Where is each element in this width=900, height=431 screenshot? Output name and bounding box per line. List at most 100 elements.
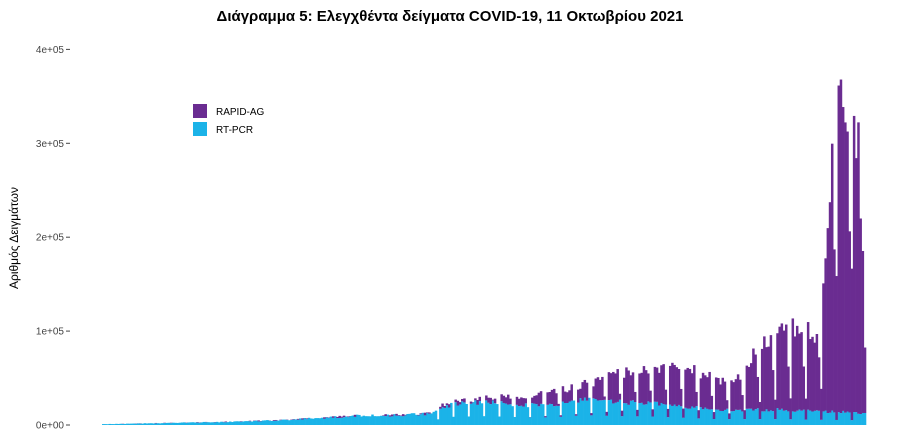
rt-pcr-bar [371,414,374,425]
rt-pcr-bar [248,421,252,425]
rapid-ag-bar [824,258,827,411]
rt-pcr-bar [649,402,652,425]
rt-pcr-bar [476,404,479,425]
rt-pcr-bar [445,405,449,425]
rapid-ag-bar [776,333,779,409]
rt-pcr-bar [493,403,497,425]
rt-pcr-bar [859,414,862,425]
rapid-ag-bar [458,402,462,405]
rapid-ag-bar [791,318,795,412]
legend-swatch-rapid-ag [193,104,207,118]
rt-pcr-bar [415,414,418,425]
rt-pcr-bar [320,417,324,425]
rapid-ag-bars [121,79,867,424]
rapid-ag-bar [732,382,735,412]
rt-pcr-bar [526,407,530,425]
rt-pcr-bar [196,422,199,425]
rt-pcr-bar [141,423,144,425]
rt-pcr-bar [474,400,477,425]
rapid-ag-bar [743,410,746,420]
rt-pcr-bar [633,402,637,425]
rapid-ag-bar [734,379,738,410]
rt-pcr-bar [725,408,729,425]
rt-pcr-bar [826,412,830,425]
rt-pcr-bar [117,423,120,425]
rt-pcr-bar [143,423,147,425]
rapid-ag-bar [605,411,608,416]
rt-pcr-bar [511,406,514,425]
rt-pcr-bar [623,403,626,425]
rapid-ag-bar [404,414,407,416]
rt-pcr-bar [719,410,722,425]
rt-pcr-bar [104,424,107,425]
rt-pcr-bar [277,420,280,425]
rt-pcr-bar [137,423,140,425]
y-tick-label: 4e+05 [36,45,65,56]
rapid-ag-bar [697,410,700,419]
rt-pcr-bar [513,416,517,425]
rapid-ag-bar [502,395,506,403]
rapid-ag-bar [850,268,854,421]
rapid-ag-bar [272,420,276,421]
rapid-ag-bar [478,396,482,402]
rt-pcr-bar [272,420,276,425]
rt-pcr-bar [314,418,317,425]
rt-pcr-bar [852,412,856,425]
rt-pcr-bar [861,412,865,425]
rt-pcr-bar [614,402,617,425]
rapid-ag-bar [563,391,567,403]
rapid-ag-bar [550,389,554,405]
rt-pcr-bar [806,409,810,425]
rt-pcr-bar [776,408,779,425]
rapid-ag-bar [546,392,549,405]
rt-pcr-bar [607,400,611,425]
rt-pcr-bar [436,419,440,425]
rapid-ag-bar [342,415,346,418]
rapid-ag-bar [660,365,663,403]
rt-pcr-bar [401,416,405,425]
rt-pcr-bar [644,404,648,425]
rt-pcr-bar [813,410,816,425]
rt-pcr-bar [618,399,622,425]
rt-pcr-bar [747,408,751,425]
rapid-ag-bar [340,416,344,418]
rt-pcr-bar [566,402,569,425]
rapid-ag-bar [388,415,392,417]
rapid-ag-bar [612,371,615,404]
rt-pcr-bar [471,402,475,425]
rt-pcr-bar [358,414,361,425]
rapid-ag-bar [813,342,816,411]
rt-pcr-bar [329,416,333,425]
rt-pcr-bar [627,404,630,425]
rt-pcr-bar [257,421,260,425]
rt-pcr-bar [425,412,429,425]
rt-pcr-bar [156,423,160,425]
rapid-ag-bar [684,369,687,408]
rt-pcr-bar [360,416,363,425]
rt-pcr-bar [290,419,293,425]
rapid-ag-bar [774,399,777,420]
rapid-ag-bar [305,418,309,420]
rt-pcr-bar [312,418,315,425]
rt-pcr-bar [130,423,133,425]
rt-pcr-bar [382,415,385,425]
rapid-ag-bar [566,392,569,403]
rt-pcr-bar [423,415,427,425]
rapid-ag-bar [382,415,385,416]
rt-pcr-bar [154,423,158,425]
rt-pcr-bar [763,411,766,425]
rt-pcr-bar [504,403,508,425]
rapid-ag-bar [817,357,821,411]
rapid-ag-bar [820,388,823,420]
rt-pcr-bar [369,416,372,425]
rt-pcr-bar [717,409,720,425]
rapid-ag-bar [585,382,589,401]
rapid-ag-bar [644,370,648,405]
rapid-ag-bar [739,379,742,410]
rapid-ag-bar [859,218,862,415]
rapid-ag-bar [782,330,786,411]
rapid-ag-bar [454,399,457,403]
rt-pcr-bar [531,403,534,425]
rapid-ag-bar [537,392,541,407]
